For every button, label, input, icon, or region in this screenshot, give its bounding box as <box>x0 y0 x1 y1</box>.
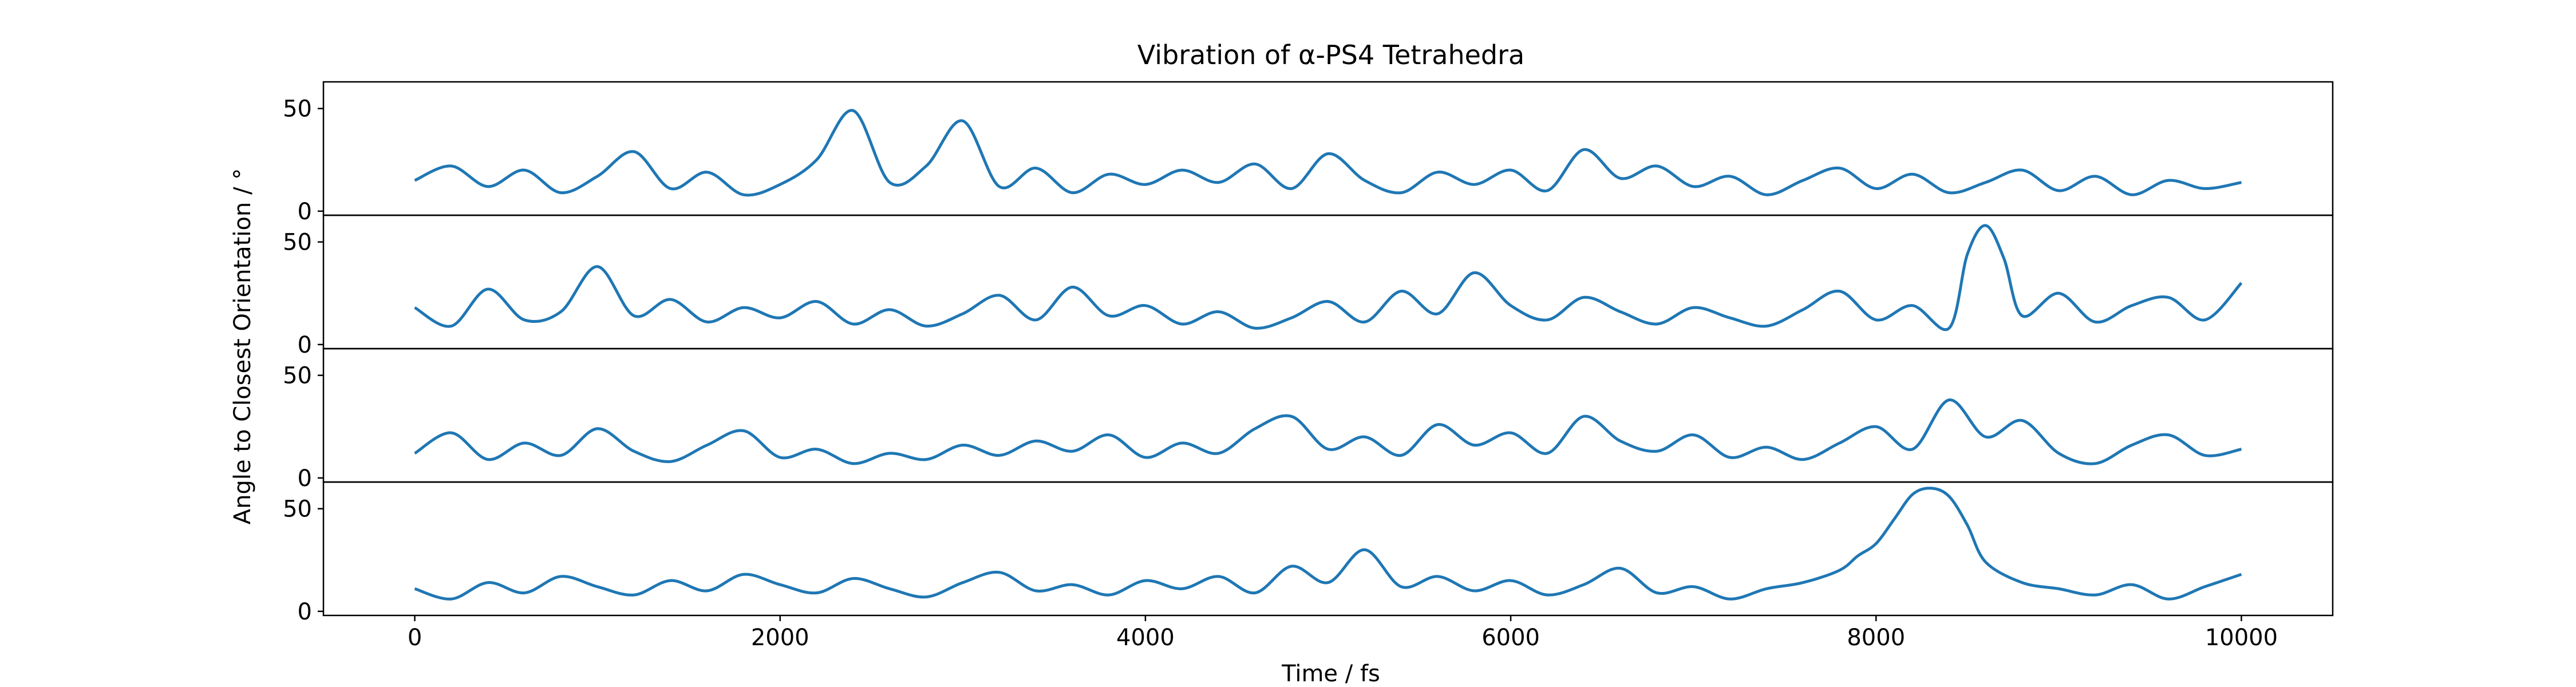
x-tick-label: 6000 <box>1481 625 1540 651</box>
x-tick-label: 4000 <box>1116 625 1175 651</box>
panel-4: 0 50 <box>283 481 2334 625</box>
series-line-panel-3 <box>414 398 2242 465</box>
x-tick-label: 10000 <box>2205 625 2278 651</box>
series-line-panel-1 <box>414 109 2242 197</box>
y-tick-label: 50 <box>283 230 312 256</box>
x-axis-label: Time / fs <box>1281 661 1380 687</box>
chart-title: Vibration of α-PS4 Tetrahedra <box>1137 40 1524 70</box>
y-tick-label: 50 <box>283 496 312 523</box>
y-tick-label: 50 <box>283 96 312 123</box>
series-line-panel-4 <box>414 487 2242 601</box>
x-tick-label: 2000 <box>751 625 809 651</box>
x-axis: 0 2000 4000 6000 8000 10000 <box>408 615 2278 651</box>
series-line-panel-2 <box>414 224 2243 331</box>
y-tick-label: 0 <box>298 465 312 492</box>
y-tick-label: 50 <box>283 363 312 389</box>
y-axis-label: Angle to Closest Orientation / ° <box>230 168 256 524</box>
y-tick-label: 0 <box>298 332 312 358</box>
y-tick-label: 0 <box>298 599 312 625</box>
x-tick-label: 0 <box>408 625 422 651</box>
panel-frame <box>322 481 2334 617</box>
panels-group: 0 50 0 50 0 50 0 50 0 2000 4000 6000 8000 10000 <box>283 81 2334 651</box>
x-tick-label: 8000 <box>1847 625 1905 651</box>
y-tick-label: 0 <box>298 199 312 225</box>
